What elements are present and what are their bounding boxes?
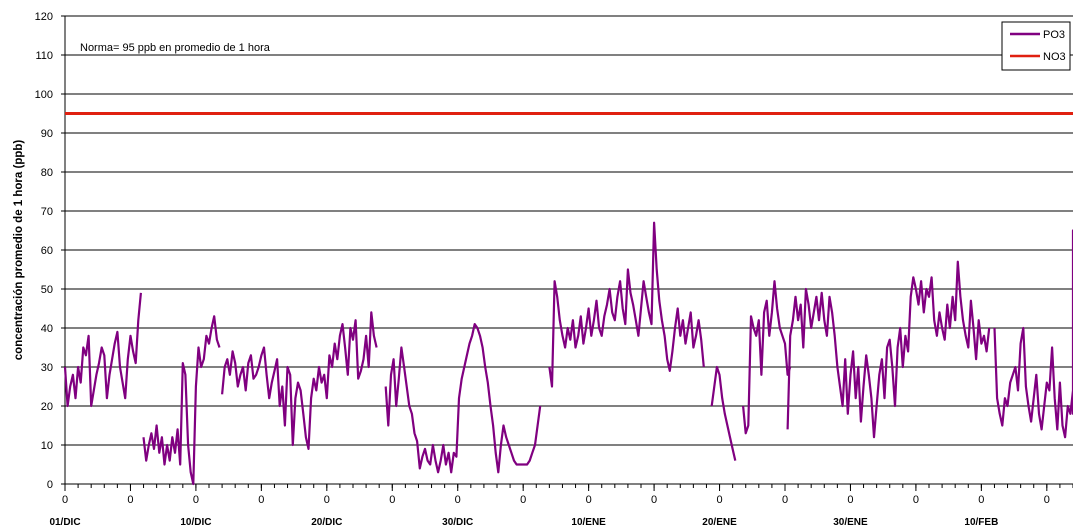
series-line-po3 bbox=[786, 260, 991, 439]
y-tick-label: 70 bbox=[41, 206, 53, 218]
x-tick-label: 0 bbox=[782, 494, 788, 506]
standard-annotation: Norma= 95 ppb en promedio de 1 hora bbox=[80, 42, 271, 54]
x-tick-label: 0 bbox=[62, 494, 68, 506]
legend: PO3 NO3 bbox=[1001, 21, 1071, 71]
gridlines bbox=[65, 15, 1073, 446]
x-date-label: 20/DIC bbox=[311, 517, 342, 528]
y-tick-label: 50 bbox=[41, 284, 53, 296]
legend-box bbox=[1001, 21, 1071, 71]
series-line-po3 bbox=[993, 229, 1073, 439]
y-tick-label: 10 bbox=[41, 440, 53, 452]
y-tick-label: 0 bbox=[47, 479, 53, 491]
y-tick-label: 110 bbox=[35, 50, 53, 62]
x-date-label: 30/ENE bbox=[833, 517, 868, 528]
x-date-label: 20/ENE bbox=[702, 517, 737, 528]
x-tick-label: 0 bbox=[1044, 494, 1050, 506]
y-tick-label: 40 bbox=[41, 323, 53, 335]
y-axis-label: concentración promedio de 1 hora (ppb) bbox=[13, 140, 25, 361]
y-tick-label: 90 bbox=[41, 128, 53, 140]
series-line-po3 bbox=[221, 311, 378, 450]
x-tick-label: 0 bbox=[586, 494, 592, 506]
series-lines bbox=[63, 112, 1073, 486]
legend-label-no3: NO3 bbox=[1043, 51, 1066, 63]
x-date-label: 01/DIC bbox=[49, 517, 80, 528]
x-tick-label: 0 bbox=[127, 494, 133, 506]
x-tick-label: 0 bbox=[455, 494, 461, 506]
x-tick-label: 0 bbox=[324, 494, 330, 506]
x-tick-label: 0 bbox=[258, 494, 264, 506]
x-date-label: 30/DIC bbox=[442, 517, 473, 528]
x-date-label: 10/FEB bbox=[964, 517, 998, 528]
series-line-po3 bbox=[63, 292, 142, 408]
series-line-po3 bbox=[548, 221, 705, 388]
x-tick-label: 0 bbox=[651, 494, 657, 506]
x-tick-label: 0 bbox=[913, 494, 919, 506]
x-tick-label: 0 bbox=[847, 494, 853, 506]
x-tick-label: 0 bbox=[520, 494, 526, 506]
series-line-po3 bbox=[142, 315, 221, 486]
x-date-label: 10/ENE bbox=[571, 517, 606, 528]
x-tick-label: 0 bbox=[978, 494, 984, 506]
series-line-po3 bbox=[742, 280, 792, 435]
y-tick-label: 80 bbox=[41, 167, 53, 179]
series-line-po3 bbox=[710, 365, 737, 461]
series-line-po3 bbox=[384, 323, 542, 474]
legend-label-po3: PO3 bbox=[1043, 29, 1065, 41]
y-tick-label: 120 bbox=[35, 11, 53, 23]
y-tick-label: 100 bbox=[35, 89, 53, 101]
x-tick-label: 0 bbox=[389, 494, 395, 506]
x-tick-label: 0 bbox=[193, 494, 199, 506]
y-tick-label: 60 bbox=[41, 245, 53, 257]
y-tick-label: 20 bbox=[41, 401, 53, 413]
y-tick-label: 30 bbox=[41, 362, 53, 374]
x-date-label: 10/DIC bbox=[180, 517, 211, 528]
x-tick-label: 0 bbox=[716, 494, 722, 506]
